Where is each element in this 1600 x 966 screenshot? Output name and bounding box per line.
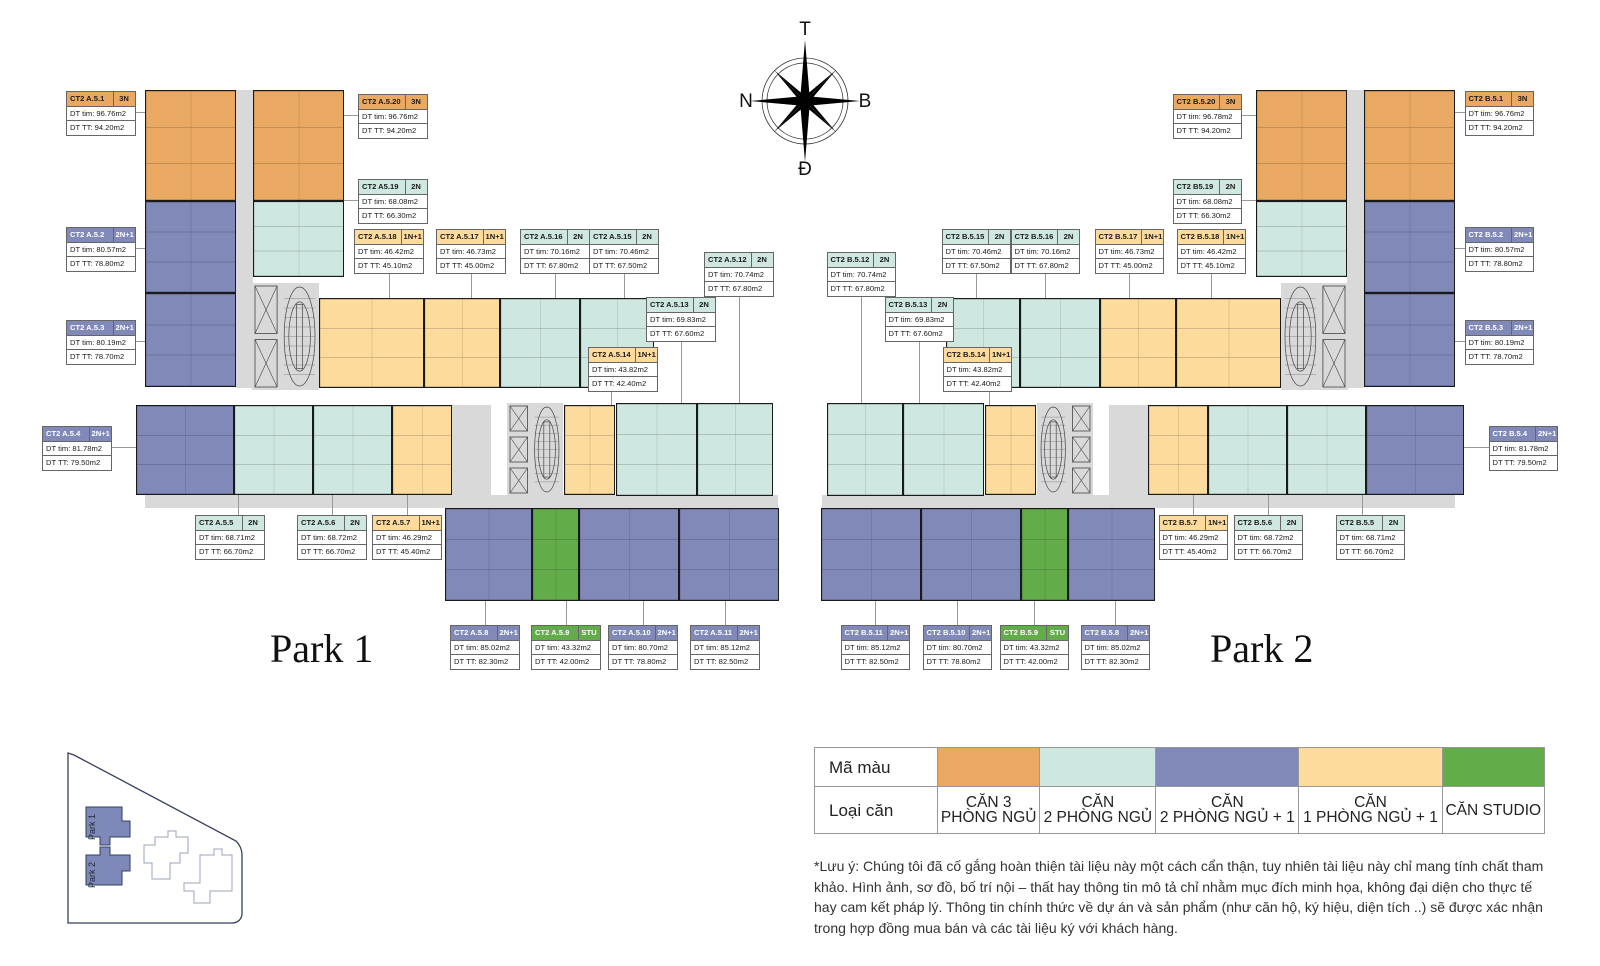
svg-text:T: T [799,19,811,40]
svg-text:B: B [859,91,872,112]
svg-text:Park 1: Park 1 [87,814,97,840]
svg-text:Park 2: Park 2 [87,862,97,888]
svg-text:Đ: Đ [798,159,812,180]
svg-text:N: N [739,91,753,112]
